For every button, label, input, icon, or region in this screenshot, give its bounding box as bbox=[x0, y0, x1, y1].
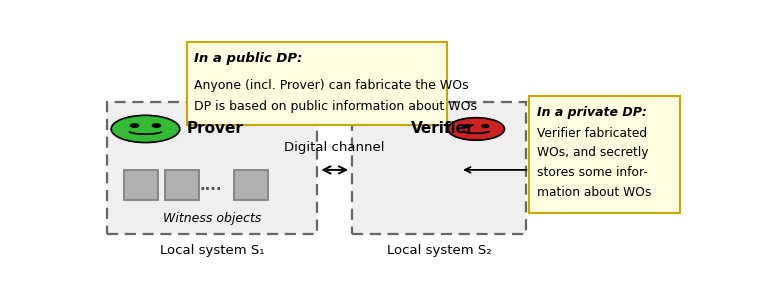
FancyBboxPatch shape bbox=[352, 102, 527, 234]
Circle shape bbox=[448, 118, 504, 140]
Text: Prover: Prover bbox=[187, 121, 244, 136]
Circle shape bbox=[482, 125, 488, 127]
FancyBboxPatch shape bbox=[187, 42, 447, 126]
Text: Witness objects: Witness objects bbox=[163, 212, 261, 225]
Text: Digital channel: Digital channel bbox=[284, 140, 385, 154]
Text: In a private DP:: In a private DP: bbox=[537, 105, 647, 119]
Text: Verifier fabricated: Verifier fabricated bbox=[537, 126, 647, 140]
Text: mation about WOs: mation about WOs bbox=[537, 186, 652, 199]
Circle shape bbox=[111, 115, 180, 143]
FancyBboxPatch shape bbox=[123, 170, 158, 200]
Text: WOs, and secretly: WOs, and secretly bbox=[537, 147, 648, 160]
Circle shape bbox=[464, 125, 470, 127]
Text: DP is based on public information about WOs: DP is based on public information about … bbox=[194, 100, 478, 113]
Text: ....: .... bbox=[199, 178, 222, 193]
FancyBboxPatch shape bbox=[165, 170, 199, 200]
Text: In a public DP:: In a public DP: bbox=[194, 52, 303, 65]
Text: stores some infor-: stores some infor- bbox=[537, 166, 648, 179]
Text: Local system S₁: Local system S₁ bbox=[159, 244, 264, 257]
Text: Anyone (incl. Prover) can fabricate the WOs: Anyone (incl. Prover) can fabricate the … bbox=[194, 79, 469, 92]
Text: Local system S₂: Local system S₂ bbox=[387, 244, 491, 257]
FancyBboxPatch shape bbox=[530, 96, 680, 213]
Circle shape bbox=[152, 124, 161, 127]
FancyBboxPatch shape bbox=[107, 102, 317, 234]
Circle shape bbox=[130, 124, 139, 127]
Text: Verifier: Verifier bbox=[411, 121, 475, 136]
FancyBboxPatch shape bbox=[234, 170, 268, 200]
